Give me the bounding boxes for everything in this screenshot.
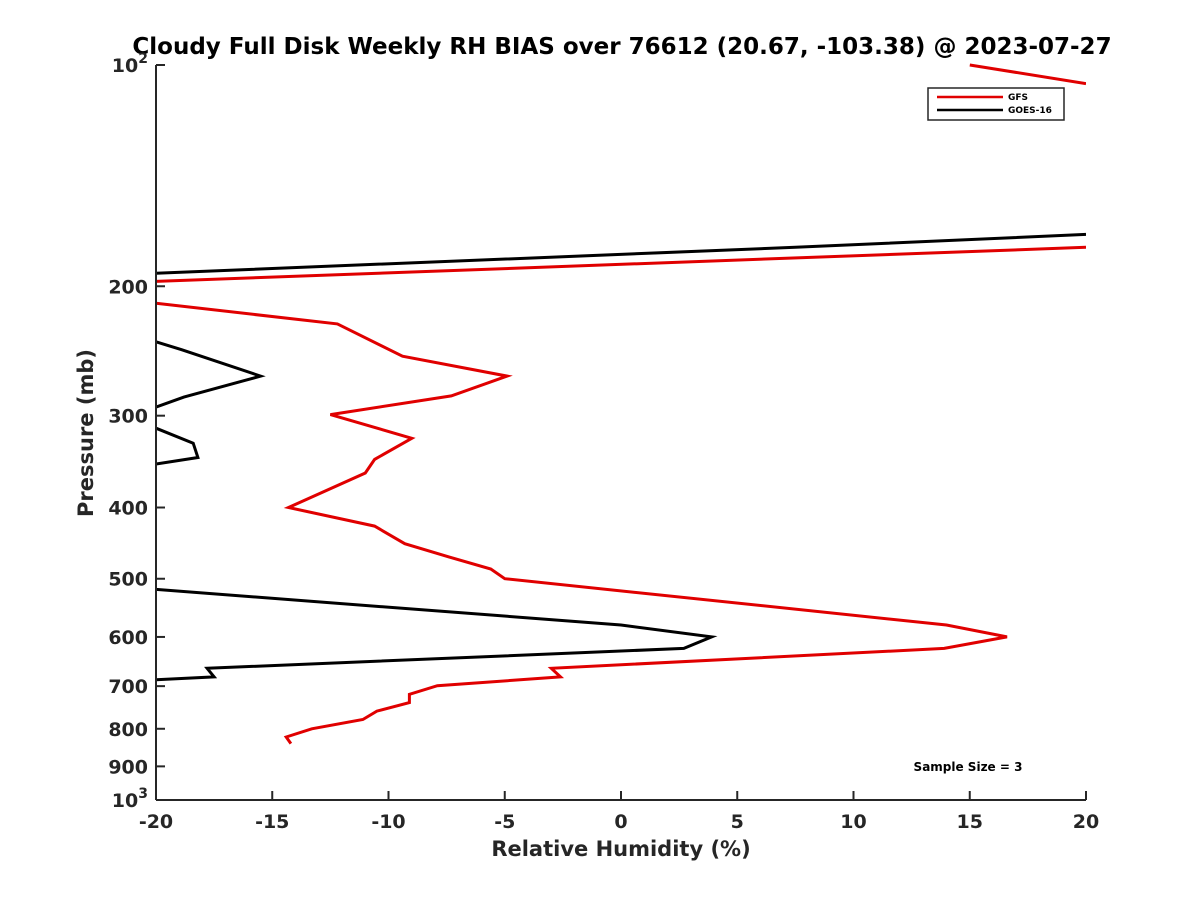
x-tick-label: 0 (614, 811, 627, 833)
series-goes-16-line-3 (156, 426, 200, 466)
y-tick-label: 600 (108, 627, 148, 649)
chart-title: Cloudy Full Disk Weekly RH BIAS over 766… (132, 34, 1111, 60)
y-ticks: 102 200 300 400 500 600 700 800 900 103 (108, 51, 165, 812)
series-layer (156, 63, 1086, 745)
series-goes-16-line-4 (156, 587, 718, 682)
x-tick-label: 15 (957, 811, 983, 833)
legend-box (927, 87, 1065, 121)
legend-label-gfs: GFS (1008, 93, 1028, 103)
y-tick-label: 400 (108, 498, 148, 520)
y-tick-label: 103 (112, 786, 148, 812)
x-tick-label: -5 (494, 811, 515, 833)
y-tick-label: 900 (108, 756, 148, 778)
y-tick-label: 800 (108, 719, 148, 741)
x-tick-label: -20 (139, 811, 173, 833)
x-tick-label: 20 (1073, 811, 1099, 833)
series-gfs-line-3 (156, 301, 1008, 745)
y-tick-label: 300 (108, 406, 148, 428)
legend: GFS GOES-16 (927, 87, 1065, 121)
series-goes-16-line-2 (156, 340, 266, 409)
x-axis-label: Relative Humidity (%) (491, 837, 750, 861)
x-tick-label: 5 (731, 811, 744, 833)
y-tick-label: 700 (108, 676, 148, 698)
y-tick-label: 200 (108, 276, 148, 298)
sample-size-annotation: Sample Size = 3 (914, 760, 1023, 774)
series-gfs-line-1 (969, 63, 1086, 86)
y-axis-label: Pressure (mb) (74, 349, 98, 517)
legend-label-goes-16: GOES-16 (1008, 106, 1052, 116)
x-tick-label: 10 (840, 811, 866, 833)
x-tick-label: -15 (255, 811, 289, 833)
series-gfs-line-2 (156, 245, 1086, 283)
series-goes-16-line-1 (156, 232, 1086, 275)
x-tick-label: -10 (371, 811, 405, 833)
x-ticks: -20 -15 -10 -5 0 5 10 15 20 (139, 791, 1099, 833)
y-tick-label: 102 (112, 51, 148, 77)
y-tick-label: 500 (108, 569, 148, 591)
